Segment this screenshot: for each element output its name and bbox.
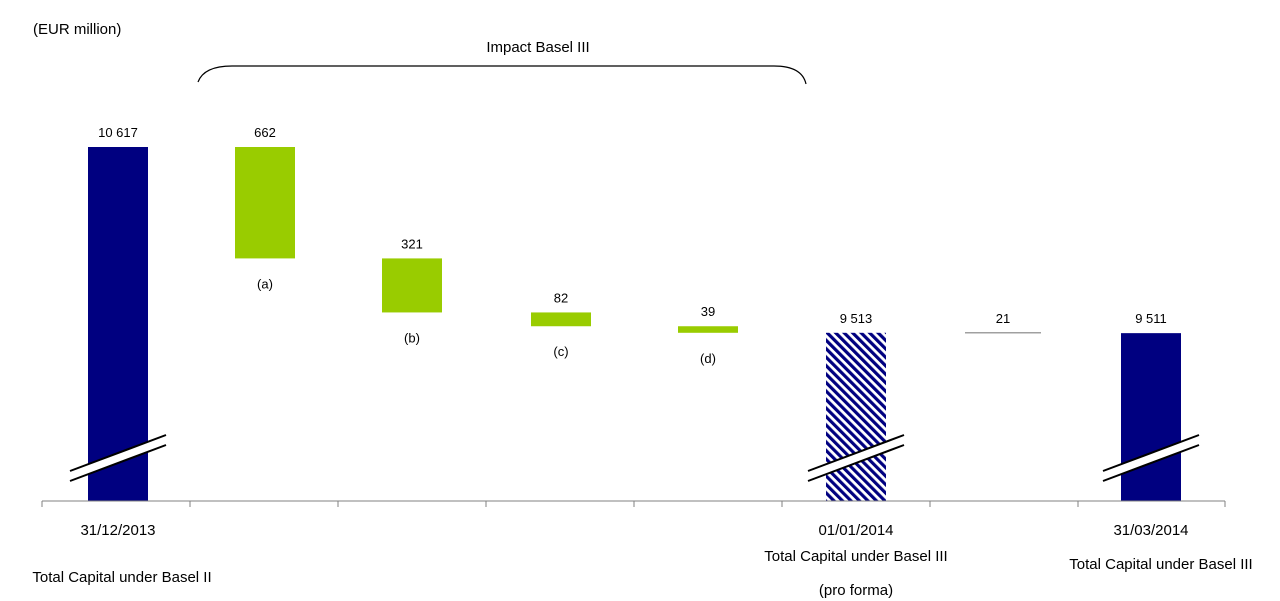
axis-break-mark	[1102, 434, 1200, 482]
axis-break-line	[69, 444, 167, 482]
axis-break-gap	[808, 435, 904, 481]
axis-break-line	[807, 444, 905, 482]
axis-break-gap	[1103, 435, 1199, 481]
axis-break-mark	[69, 434, 167, 482]
total-bar	[88, 147, 148, 501]
delta-category-label: (d)	[700, 351, 716, 366]
value-label: 662	[254, 125, 276, 140]
value-label: 82	[554, 290, 568, 305]
impact-bracket-label: Impact Basel III	[486, 39, 589, 56]
axis-ticks	[41, 501, 1226, 507]
x-label-31-03-2014: 31/03/2014	[1113, 522, 1188, 539]
axis-break-line	[69, 434, 167, 472]
bottom-label-basel-ii: Total Capital under Basel II	[32, 569, 211, 586]
delta-category-label: (b)	[404, 330, 420, 345]
value-label: 9 511	[1135, 311, 1167, 326]
delta-category-label: (a)	[257, 276, 273, 291]
impact-bracket	[197, 65, 807, 85]
delta-category-label: (c)	[553, 344, 568, 359]
bottom-label-basel-iii: Total Capital under Basel III	[1069, 556, 1252, 573]
axis-break-gap	[70, 435, 166, 481]
total-bar	[1121, 333, 1181, 501]
x-label-31-12-2013: 31/12/2013	[80, 522, 155, 539]
unit-label: (EUR million)	[33, 21, 121, 38]
axis-break-line	[1102, 434, 1200, 472]
value-label: 9 513	[840, 311, 873, 326]
axis-break-line	[807, 434, 905, 472]
value-label: 10 617	[98, 125, 138, 140]
delta-bar	[235, 147, 295, 259]
value-label: 39	[701, 304, 715, 319]
value-label: 321	[401, 236, 423, 251]
delta-bar	[382, 258, 442, 313]
x-label-01-01-2014: 01/01/2014	[818, 522, 893, 539]
total-bar	[826, 332, 886, 501]
bottom-label-basel-iii-pro-forma: Total Capital under Basel III	[764, 548, 947, 565]
value-label: 21	[996, 311, 1010, 326]
bars-layer: 10 617 (a) 662 (b) 321 (c) 82 (d) 39 9 513 21 9 511	[69, 125, 1200, 501]
axis-break-line	[1102, 444, 1200, 482]
delta-bar	[678, 326, 738, 333]
axis-break-mark	[807, 434, 905, 482]
bottom-label-pro-forma: (pro forma)	[819, 582, 893, 599]
delta-bar	[531, 312, 591, 327]
